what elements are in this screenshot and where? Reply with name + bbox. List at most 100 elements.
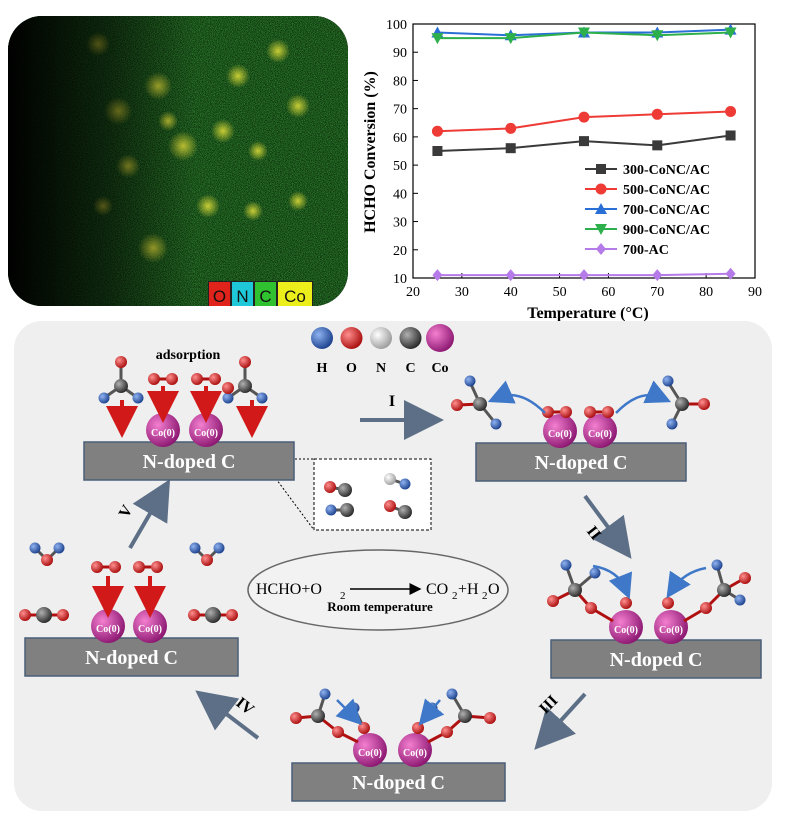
legend-label: 500-CoNC/AC (623, 183, 710, 198)
inset-co-pair (324, 481, 352, 497)
oxygen-molecule (91, 561, 121, 573)
substrate-block (24, 637, 239, 677)
y-tick-label: 60 (393, 131, 407, 146)
series-500-conc-ac (431, 105, 737, 137)
data-point (578, 111, 590, 123)
n-doped-carbon-substrate: N-doped C (24, 637, 239, 677)
substrate-block (475, 442, 687, 482)
atom-legend-h: H (311, 327, 333, 376)
o-atom (547, 595, 559, 607)
cobalt-label: Co(0) (403, 748, 427, 759)
o-atom (542, 406, 554, 418)
atom-legend-label: C (405, 361, 415, 376)
o-atom (109, 561, 121, 573)
atom-legend-n: N (370, 327, 392, 376)
cobalt-site: Co(0) (133, 609, 167, 643)
x-tick-label: 90 (748, 285, 762, 300)
eds-map-image (8, 16, 348, 306)
legend-entry: 700-CoNC/AC (585, 203, 710, 218)
data-point (579, 269, 589, 282)
o-atom (484, 712, 496, 724)
chart-legend: 300-CoNC/AC 500-CoNC/AC 700-CoNC/AC 900-CoN… (585, 163, 710, 258)
oxygen-molecule (191, 373, 221, 385)
eds-element-map: O N C Co (8, 16, 348, 306)
overall-reaction: HCHO+O 2 CO 2 +H 2 O Room temperature (247, 549, 509, 631)
atom-legend-label: N (376, 361, 386, 376)
c-atom (568, 583, 582, 597)
n-atom (384, 473, 396, 485)
h-atom (464, 375, 476, 387)
h-atom-icon (311, 327, 333, 349)
o-atom (332, 726, 344, 738)
co2-molecule (19, 607, 69, 623)
o-atom (133, 561, 145, 573)
cobalt-label: Co(0) (194, 428, 218, 439)
h-atom (711, 559, 723, 571)
o-atom (358, 722, 370, 734)
c-atom (238, 379, 252, 393)
substrate-label: N-doped C (143, 451, 236, 473)
h-atom (222, 392, 234, 404)
data-point (432, 269, 443, 282)
formaldehyde-molecule (222, 356, 268, 404)
inset-ch-pair (325, 503, 354, 517)
x-axis-label: Temperature (°C) (527, 305, 648, 322)
substrate-label: N-doped C (352, 772, 445, 794)
o-atom (239, 356, 251, 368)
substrate-label: N-doped C (610, 649, 703, 671)
cobalt-atom (353, 733, 387, 767)
x-tick-label: 80 (699, 285, 713, 300)
n-doped-carbon-substrate: N-doped C (291, 762, 506, 802)
h-atom (325, 504, 337, 516)
legend-entry: 300-CoNC/AC (585, 163, 710, 178)
cobalt-atom (398, 733, 432, 767)
data-point (432, 146, 443, 156)
oxygen-molecule (542, 406, 572, 418)
o-atom (412, 722, 424, 734)
o-atom-icon (340, 327, 363, 349)
atom-legend-c: C (399, 327, 422, 376)
cobalt-label: Co(0) (358, 748, 382, 759)
legend-label: 300-CoNC/AC (623, 163, 710, 178)
o-atom (700, 602, 712, 614)
substrate-label: N-doped C (535, 452, 628, 474)
o-atom (222, 382, 234, 394)
cobalt-site: Co(0) (654, 610, 688, 644)
c-atom (338, 483, 352, 497)
y-tick-label: 30 (393, 216, 407, 231)
o-atom (201, 554, 213, 566)
legend-co: Co (277, 281, 313, 306)
c-atom (340, 503, 354, 517)
c-atom (717, 583, 731, 597)
electron-transfer-arrow (592, 564, 633, 600)
electron-transfer-arrow (615, 380, 672, 414)
x-tick-label: 70 (650, 285, 664, 300)
n-doped-carbon-substrate: N-doped C (475, 442, 687, 482)
inset-nh-pair (384, 473, 411, 490)
n-doped-carbon-substrate: N-doped C (83, 441, 295, 481)
y-tick-label: 20 (393, 244, 407, 259)
formate-intermediate (683, 559, 751, 623)
reaction-condition: Room temperature (327, 599, 433, 614)
substrate-block (291, 762, 506, 802)
o-atom (441, 726, 453, 738)
o-atom (662, 597, 674, 609)
o-atom (57, 609, 69, 621)
c-atom (205, 607, 221, 623)
c-atom-icon (399, 327, 422, 349)
h-atom (734, 594, 746, 606)
data-point (652, 269, 663, 282)
water-molecule (189, 542, 225, 566)
oxygen-molecule (584, 406, 614, 418)
x-tick-label: 50 (553, 285, 567, 300)
h-atom (29, 542, 41, 554)
c-atom (114, 379, 128, 393)
water-molecule (29, 542, 65, 566)
atom-legend-label: Co (431, 361, 448, 376)
formyl-molecule (451, 375, 502, 430)
h-atom (132, 392, 144, 404)
co2-molecule (188, 607, 238, 623)
data-point (724, 27, 737, 39)
cobalt-site: Co(0) (398, 733, 432, 767)
